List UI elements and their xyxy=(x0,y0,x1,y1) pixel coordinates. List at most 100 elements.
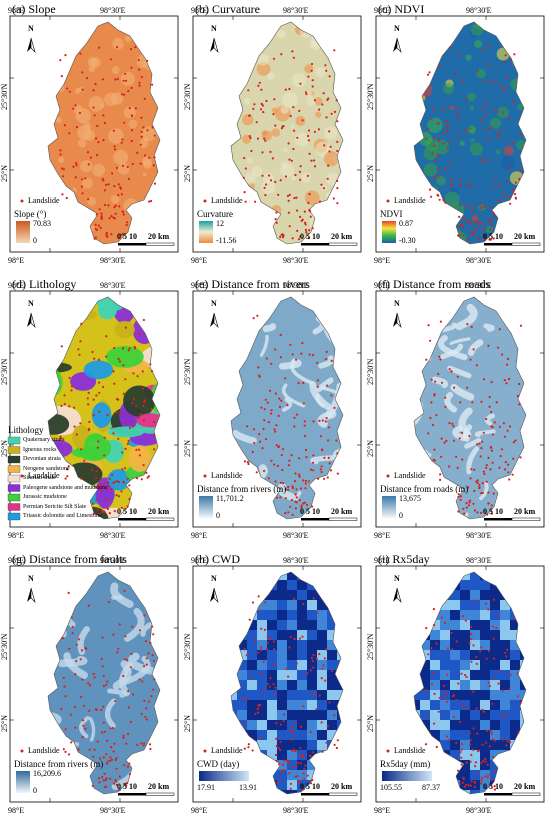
lon-label-left: 98°E xyxy=(374,556,391,565)
legend-title: CWD (day) xyxy=(197,759,240,769)
landslide-legend-label: Landslide xyxy=(28,196,60,205)
scale-ticks: 0 5 10 xyxy=(300,782,320,791)
lat-label-top: 25°30'N xyxy=(366,83,375,110)
scale-ticks: 0 5 10 xyxy=(117,507,137,516)
lat-label-bottom: 25°N xyxy=(183,715,192,732)
legend-min: 0 xyxy=(33,786,37,795)
lon-label-left: 98°E xyxy=(191,281,208,290)
lat-label-bottom: 25°N xyxy=(0,715,9,732)
north-label: N xyxy=(211,24,217,33)
legend-max: 11,701.2 xyxy=(216,494,244,503)
scale-end: 20 km xyxy=(148,232,170,241)
lat-label-top: 25°30'N xyxy=(183,83,192,110)
lon-label-mid: 98°30'E xyxy=(283,556,309,565)
map-canvas xyxy=(375,15,545,253)
lon-label-mid-bottom: 98°30'E xyxy=(100,531,126,540)
lat-label-bottom: 25°N xyxy=(183,440,192,457)
legend-min: -11.56 xyxy=(216,236,237,245)
lat-label-bottom: 25°N xyxy=(366,715,375,732)
lon-label-left: 98°E xyxy=(374,281,391,290)
landslide-legend-label: Landslide xyxy=(394,471,426,480)
scale-end: 20 km xyxy=(514,782,536,791)
scale-ticks: 0 5 10 xyxy=(117,232,137,241)
panel-title: (g) Distance from faults xyxy=(12,552,127,566)
lon-label-mid-bottom: 98°30'E xyxy=(100,806,126,815)
lat-label-top: 25°30'N xyxy=(366,358,375,385)
map-canvas xyxy=(192,15,362,253)
lithology-legend-item: Quaternary strata xyxy=(23,437,65,443)
lat-label-top: 25°30'N xyxy=(0,633,9,660)
lithology-legend-item: Igneous rocks xyxy=(23,446,57,453)
lat-label-bottom: 25°N xyxy=(366,440,375,457)
panel-title: (h) CWD xyxy=(195,552,240,566)
lithology-legend-item: Neogene sandstone xyxy=(23,465,70,472)
lon-label-left-bottom: 98°E xyxy=(191,806,208,815)
scale-ticks: 0 5 10 xyxy=(300,232,320,241)
lithology-legend-item: Silurian shale xyxy=(23,475,56,481)
legend-max: 13,675 xyxy=(399,494,421,503)
lon-label-mid-bottom: 98°30'E xyxy=(283,806,309,815)
lon-label-left: 98°E xyxy=(8,281,25,290)
map-canvas xyxy=(7,290,179,528)
lithology-legend-item: Jurassic mudstone xyxy=(23,494,67,500)
landslide-legend-label: Landslide xyxy=(28,746,60,755)
lon-label-left-bottom: 98°E xyxy=(8,256,25,265)
lon-label-mid-bottom: 98°30'E xyxy=(466,256,492,265)
lon-label-mid: 98°30'E xyxy=(100,6,126,15)
lon-label-left: 98°E xyxy=(191,556,208,565)
legend-title: Distance from rivers (m) xyxy=(197,484,287,494)
legend-max: 0.87 xyxy=(399,219,413,228)
lon-label-left-bottom: 98°E xyxy=(374,531,391,540)
legend-min: 0 xyxy=(399,511,403,520)
scale-end: 20 km xyxy=(148,782,170,791)
lon-label-mid-bottom: 98°30'E xyxy=(466,806,492,815)
lat-label-top: 25°30'N xyxy=(366,633,375,660)
legend-max: 13.91 xyxy=(239,783,257,792)
panel-title: (f) Distance from roads xyxy=(378,277,491,291)
lon-label-mid-bottom: 98°30'E xyxy=(100,256,126,265)
north-label: N xyxy=(28,574,34,583)
legend-title: Distance from rivers (m) xyxy=(14,759,104,769)
map-canvas xyxy=(9,565,179,803)
north-label: N xyxy=(28,24,34,33)
panel-title: (b) Curvature xyxy=(195,2,260,16)
scale-ticks: 0 5 10 xyxy=(117,782,137,791)
lithology-legend-item: Devonian strata xyxy=(23,456,61,462)
legend-title: Lithology xyxy=(8,425,44,435)
legend-max: 16,209.6 xyxy=(33,769,61,778)
lon-label-left: 98°E xyxy=(8,556,25,565)
landslide-legend-label: Landslide xyxy=(211,196,243,205)
north-label: N xyxy=(211,299,217,308)
scale-end: 20 km xyxy=(331,782,353,791)
panel-title: (i) Rx5day xyxy=(378,552,430,566)
map-canvas xyxy=(192,290,362,528)
lon-label-left: 98°E xyxy=(191,6,208,15)
lon-label-left: 98°E xyxy=(374,6,391,15)
lon-label-left-bottom: 98°E xyxy=(8,531,25,540)
legend-title: Rx5day (mm) xyxy=(380,759,431,769)
lat-label-top: 25°30'N xyxy=(183,633,192,660)
lithology-legend-item: Triassic dolomite and Limestone xyxy=(23,513,102,519)
lon-label-mid-bottom: 98°30'E xyxy=(466,531,492,540)
lon-label-left: 98°E xyxy=(8,6,25,15)
legend-min: 0 xyxy=(33,236,37,245)
lon-label-left-bottom: 98°E xyxy=(191,531,208,540)
legend-min: 105.55 xyxy=(380,783,402,792)
legend-title: Distance from roads (m) xyxy=(380,484,469,494)
lon-label-mid: 98°30'E xyxy=(100,556,126,565)
lon-label-mid: 98°30'E xyxy=(283,281,309,290)
lon-label-left-bottom: 98°E xyxy=(191,256,208,265)
legend-max: 12 xyxy=(216,219,224,228)
panel-title: (d) Lithology xyxy=(12,277,77,291)
lithology-legend-item: Paleogene sandstone and mudstone xyxy=(23,484,108,491)
north-label: N xyxy=(28,299,34,308)
lon-label-left-bottom: 98°E xyxy=(8,806,25,815)
